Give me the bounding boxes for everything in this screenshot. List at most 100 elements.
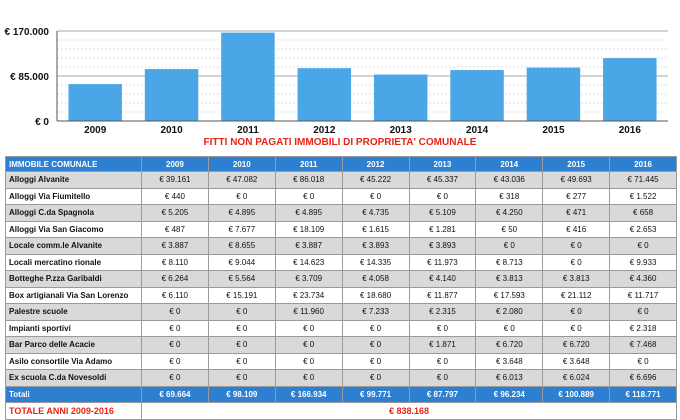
table-row: Asilo consortile Via Adamo € 0 € 0 € 0 € 0 € … xyxy=(5,352,677,370)
rent-value: € 11.717 xyxy=(609,286,677,304)
rent-value: € 71.445 xyxy=(609,171,677,189)
bar-2013 xyxy=(373,74,428,121)
rent-value: € 0 xyxy=(408,319,477,337)
rent-value: € 0 xyxy=(341,187,410,205)
rent-value: € 0 xyxy=(274,369,343,387)
rent-value: € 0 xyxy=(141,303,209,321)
rent-value: € 0 xyxy=(274,319,343,337)
grand-total-label: TOTALE ANNI 2009-2016 xyxy=(5,402,142,420)
header-year: 2010 xyxy=(207,156,276,172)
header-year: 2014 xyxy=(475,156,544,172)
rent-value: € 6.110 xyxy=(141,286,209,304)
total-value: € 118.771 xyxy=(609,385,677,403)
table-row: Botteghe P.zza Garibaldi € 6.264 € 5.564 € … xyxy=(5,270,677,288)
rent-value: € 45.337 xyxy=(408,171,477,189)
total-value: € 96.234 xyxy=(475,385,544,403)
bar-2011 xyxy=(221,32,275,121)
rent-value: € 1.871 xyxy=(408,336,477,354)
property-name: Locale comm.le Alvanite xyxy=(5,237,142,255)
rent-value: € 0 xyxy=(141,352,209,370)
rent-value: € 4.250 xyxy=(475,204,544,222)
rent-value: € 0 xyxy=(207,303,276,321)
rent-value: € 4.895 xyxy=(274,204,343,222)
header-year: 2015 xyxy=(542,156,611,172)
y-tick-label: € 170.000 xyxy=(5,27,50,38)
rent-value: € 0 xyxy=(408,352,477,370)
bar-2015 xyxy=(526,67,581,121)
property-name: Alloggi Via San Giacomo xyxy=(5,220,142,238)
rent-value: € 487 xyxy=(141,220,209,238)
rent-value: € 3.813 xyxy=(542,270,611,288)
grand-total-value: € 838.168 xyxy=(141,402,677,420)
x-tick-label: 2013 xyxy=(390,125,413,135)
rent-value: € 50 xyxy=(475,220,544,238)
rent-value: € 11.973 xyxy=(408,253,477,271)
property-name: Alloggi Alvanite xyxy=(5,171,142,189)
x-tick-label: 2016 xyxy=(619,125,642,135)
table-row: Alloggi Via San Giacomo € 487 € 7.677 € 18.… xyxy=(5,220,677,238)
rent-value: € 0 xyxy=(141,369,209,387)
header-year: 2016 xyxy=(609,156,677,172)
rent-value: € 8.110 xyxy=(141,253,209,271)
rent-value: € 0 xyxy=(274,336,343,354)
rent-value: € 0 xyxy=(207,336,276,354)
rent-value: € 39.161 xyxy=(141,171,209,189)
header-year: 2012 xyxy=(341,156,410,172)
rent-value: € 6.264 xyxy=(141,270,209,288)
rent-value: € 0 xyxy=(141,336,209,354)
y-tick-label: € 85.000 xyxy=(10,72,49,83)
rent-value: € 0 xyxy=(408,187,477,205)
rent-value: € 1.281 xyxy=(408,220,477,238)
rent-value: € 6.024 xyxy=(542,369,611,387)
rent-value: € 2.080 xyxy=(475,303,544,321)
x-tick-label: 2014 xyxy=(466,125,489,135)
bar-2014 xyxy=(450,70,504,121)
rent-value: € 440 xyxy=(141,187,209,205)
total-value: € 87.797 xyxy=(408,385,477,403)
rent-value: € 4.360 xyxy=(609,270,677,288)
rent-value: € 14.335 xyxy=(341,253,410,271)
x-tick-label: 2010 xyxy=(160,125,183,135)
rent-value: € 0 xyxy=(207,319,276,337)
bar-2010 xyxy=(144,69,199,121)
rent-value: € 0 xyxy=(207,369,276,387)
rent-value: € 4.058 xyxy=(341,270,410,288)
table-row: Bar Parco delle Acacie € 0 € 0 € 0 € 0 € 1.87… xyxy=(5,336,677,354)
rent-value: € 11.877 xyxy=(408,286,477,304)
rent-value: € 6.013 xyxy=(475,369,544,387)
property-name: Palestre scuole xyxy=(5,303,142,321)
rent-value: € 6.720 xyxy=(475,336,544,354)
bar-2012 xyxy=(297,68,352,121)
rent-value: € 17.593 xyxy=(475,286,544,304)
rent-value: € 21.112 xyxy=(542,286,611,304)
property-name: Box artigianali Via San Lorenzo xyxy=(5,286,142,304)
total-value: € 166.934 xyxy=(274,385,343,403)
table-row: Alloggi C.da Spagnola € 5.205 € 4.895 € 4.8… xyxy=(5,204,677,222)
rent-value: € 0 xyxy=(609,352,677,370)
x-tick-label: 2009 xyxy=(84,125,107,135)
rent-value: € 14.623 xyxy=(274,253,343,271)
rent-value: € 0 xyxy=(475,237,544,255)
rent-value: € 0 xyxy=(141,319,209,337)
rent-value: € 0 xyxy=(408,369,477,387)
rent-value: € 0 xyxy=(542,319,611,337)
rent-value: € 8.713 xyxy=(475,253,544,271)
rent-value: € 49.693 xyxy=(542,171,611,189)
bar-chart: € 0 € 85.000 € 170.000 2009 2010 2011 2012 2013… xyxy=(5,27,668,135)
x-tick-label: 2015 xyxy=(542,125,565,135)
table-row: Locale comm.le Alvanite € 3.887 € 8.655 € 3… xyxy=(5,237,677,255)
table-title: FITTI NON PAGATI IMMOBILI DI PROPRIETA' … xyxy=(203,137,477,148)
rent-value: € 5.205 xyxy=(141,204,209,222)
rent-value: € 0 xyxy=(207,187,276,205)
rent-value: € 6.720 xyxy=(542,336,611,354)
rent-value: € 4.140 xyxy=(408,270,477,288)
rent-value: € 23.734 xyxy=(274,286,343,304)
header-property: IMMOBILE COMUNALE xyxy=(5,156,142,172)
rent-value: € 0 xyxy=(542,303,611,321)
x-tick-label: 2011 xyxy=(237,125,259,135)
rent-value: € 318 xyxy=(475,187,544,205)
property-name: Bar Parco delle Acacie xyxy=(5,336,142,354)
rent-value: € 0 xyxy=(542,237,611,255)
rent-value: € 4.895 xyxy=(207,204,276,222)
table-row: Alloggi Alvanite € 39.161 € 47.082 € 86.018… xyxy=(5,171,677,189)
